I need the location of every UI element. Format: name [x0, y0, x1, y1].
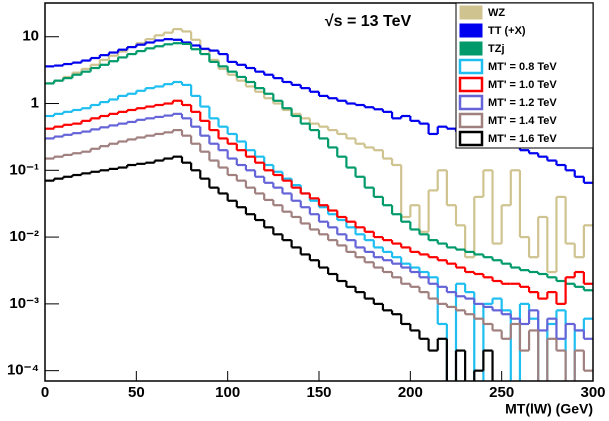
legend-label: TT (+X) — [488, 25, 526, 37]
x-tick-label: 300 — [580, 384, 605, 401]
x-tick-label: 250 — [489, 384, 514, 401]
y-tick-label: 1 — [31, 94, 39, 111]
legend-label: TZj — [488, 43, 505, 55]
legend-label: MT' = 1.6 TeV — [488, 133, 557, 145]
x-tick-label: 50 — [128, 384, 145, 401]
y-tick-label: 10⁻⁴ — [7, 362, 39, 379]
x-axis-label: MT(lW) (GeV) — [505, 401, 593, 417]
legend-label: MT' = 1.4 TeV — [488, 115, 557, 127]
histogram-step-connector — [53, 43, 585, 291]
legend-label: MT' = 0.8 TeV — [488, 61, 557, 73]
legend-marker — [459, 5, 483, 20]
legend-marker — [459, 41, 483, 56]
y-tick-label: 10⁻³ — [9, 295, 39, 312]
x-tick-label: 150 — [306, 384, 331, 401]
legend-marker — [458, 76, 484, 93]
legend-marker — [458, 94, 484, 111]
legend-marker — [458, 130, 484, 147]
histogram-step-connector — [53, 156, 494, 381]
histogram-step-connector — [53, 100, 585, 304]
legend-marker — [458, 112, 484, 129]
legend-marker — [458, 58, 484, 75]
histogram-step-connector — [53, 113, 585, 339]
histogram-step-connector — [53, 130, 585, 381]
y-tick-label: 10⁻¹ — [9, 161, 39, 178]
legend-label: MT' = 1.2 TeV — [488, 97, 557, 109]
x-tick-label: 200 — [398, 384, 423, 401]
x-tick-label: 0 — [41, 384, 49, 401]
plot-area — [45, 28, 593, 381]
y-tick-label: 10 — [22, 28, 39, 45]
legend-label: MT' = 1.0 TeV — [488, 79, 557, 91]
y-tick-label: 10⁻² — [9, 228, 39, 245]
x-tick-label: 100 — [215, 384, 240, 401]
legend-label: WZ — [488, 7, 505, 19]
legend-marker — [459, 23, 483, 38]
annotation: √s = 13 TeV — [325, 13, 412, 30]
